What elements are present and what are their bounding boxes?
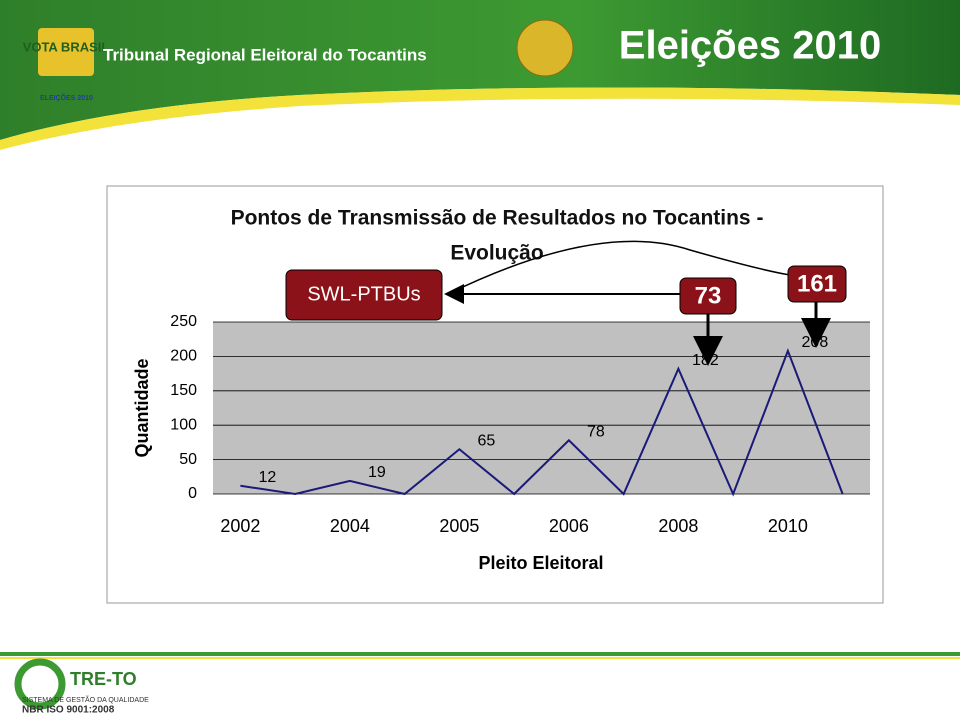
footer-brand: TRE-TO: [70, 669, 137, 689]
y-tick-label: 50: [179, 451, 197, 468]
footer-system: SISTEMA DE GESTÃO DA QUALIDADE: [22, 695, 149, 704]
annotation-text: 161: [797, 270, 837, 297]
header-stripe: [0, 87, 960, 150]
data-line: [240, 348, 844, 497]
x-tick-label: 2004: [330, 516, 370, 536]
footer-rule: [0, 657, 960, 659]
x-tick-label: 2006: [549, 516, 589, 536]
chart-title: Pontos de Transmissão de Resultados no T…: [231, 207, 764, 230]
plot: 0 50 100 150 200 250 2002 2004 2005 2006 2008 2010 1…: [170, 313, 870, 536]
header-banner: Eleições 2010: [619, 24, 881, 68]
data-label: 65: [477, 432, 495, 449]
x-axis-title: Pleito Eleitoral: [478, 553, 603, 573]
data-label: 208: [802, 334, 829, 351]
footer-logo: [14, 658, 66, 710]
data-label: 12: [258, 469, 276, 486]
y-tick-label: 200: [170, 348, 197, 365]
x-tick-label: 2008: [658, 516, 698, 536]
logo-box: [38, 28, 94, 76]
coat-of-arms: [516, 19, 574, 77]
annotation-box: [679, 277, 737, 315]
annotation-box: [787, 265, 847, 303]
data-label: 78: [587, 424, 605, 441]
annotation-text: 73: [695, 282, 722, 309]
plot-area: [213, 322, 870, 494]
header-org: Tribunal Regional Eleitoral do Tocantins: [103, 45, 427, 64]
annotation-box: [285, 269, 443, 321]
footer-cert: NBR ISO 9001:2008: [22, 705, 115, 716]
header-band: [0, 0, 960, 140]
data-label: 182: [692, 352, 719, 369]
x-tick-label: 2002: [220, 516, 260, 536]
footer-rule: [0, 652, 960, 656]
annotation-curve: [447, 240, 791, 295]
annotation-text: SWL-PTBUs: [307, 283, 420, 305]
y-tick-label: 0: [188, 485, 197, 502]
y-tick-label: 150: [170, 382, 197, 399]
x-tick-label: 2010: [768, 516, 808, 536]
x-tick-label: 2005: [439, 516, 479, 536]
y-axis-title: Quantidade: [132, 358, 152, 457]
y-tick-label: 100: [170, 416, 197, 433]
y-tick-label: 250: [170, 313, 197, 330]
data-label: 19: [368, 464, 386, 481]
chart-title: Evolução: [450, 242, 543, 265]
logo-text: VOTA BRASIL: [23, 39, 110, 54]
logo-subtext: ELEIÇÕES 2010: [40, 93, 93, 102]
